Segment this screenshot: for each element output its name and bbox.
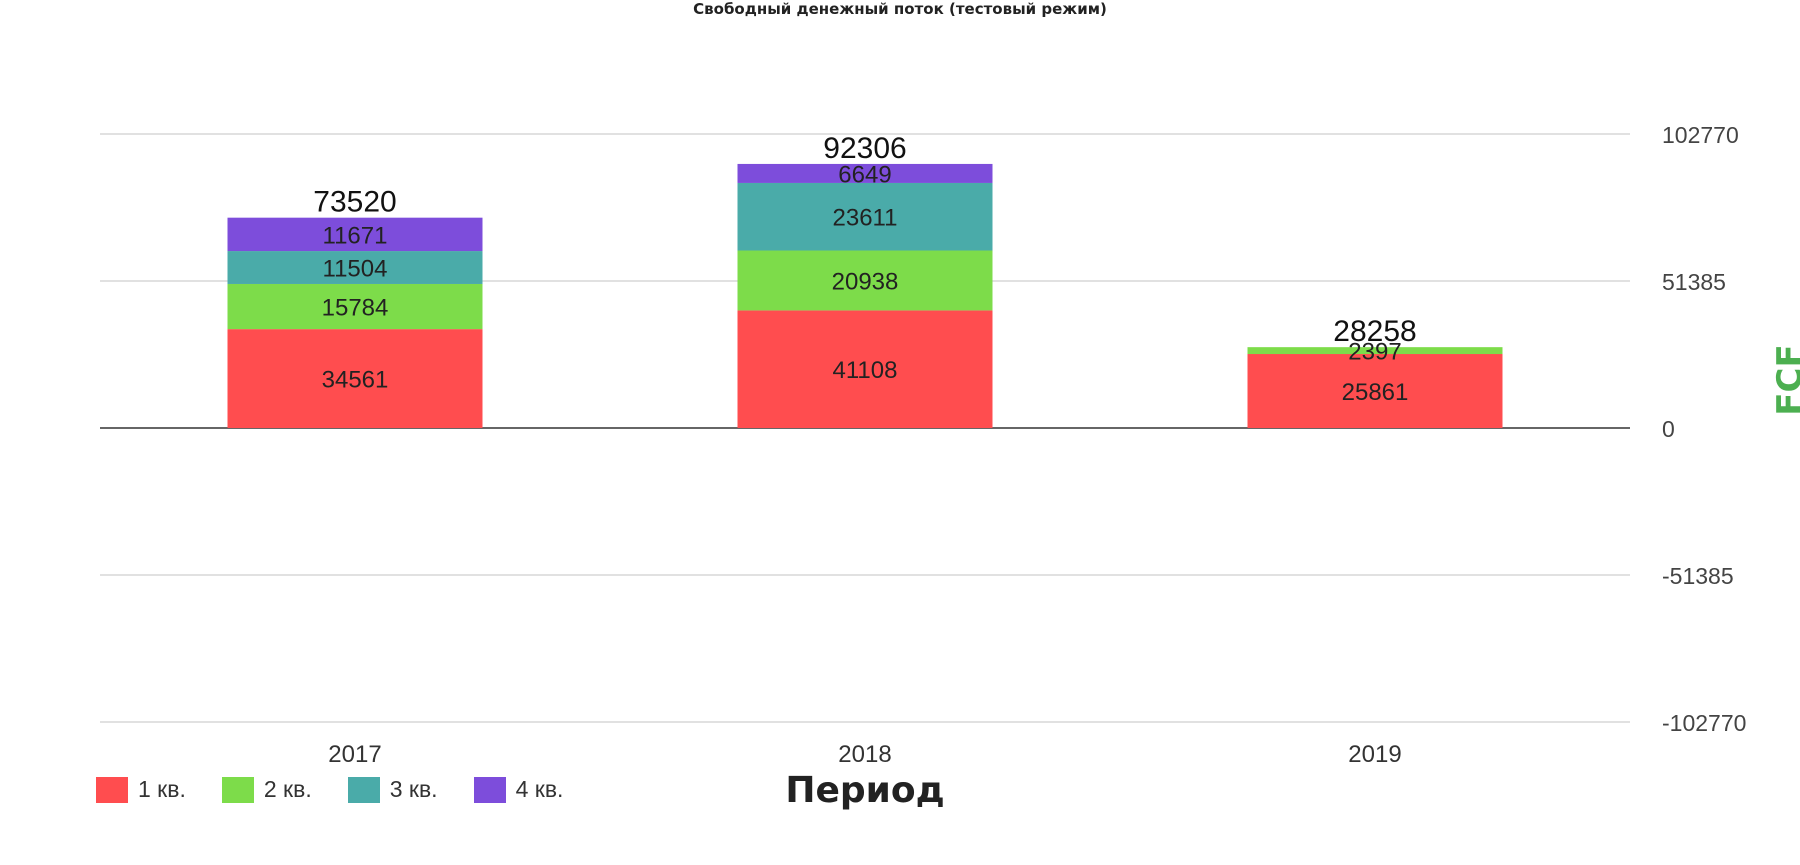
legend-swatch-q3	[347, 776, 380, 803]
bar-segment-label: 11504	[323, 256, 388, 283]
legend-item-q1[interactable]: 1 кв.	[96, 776, 186, 803]
x-tick-label: 2018	[838, 741, 891, 768]
bar-segment-label: 2397	[1348, 339, 1401, 366]
bar-segment	[737, 163, 993, 183]
bar-segment	[227, 283, 483, 330]
y-tick-label: 0	[1662, 416, 1675, 442]
bar-total-label: 73520	[313, 186, 396, 219]
legend-item-q4[interactable]: 4 кв.	[473, 776, 564, 803]
bar-segment-label: 41108	[833, 357, 898, 384]
bar-segment	[227, 329, 483, 428]
bar-segment	[1247, 347, 1503, 355]
y-axis-label: FCF	[1770, 344, 1800, 416]
x-tick-label: 2017	[328, 741, 381, 768]
y-tick-label: -102770	[1662, 710, 1746, 736]
bar-segment-label: 11671	[323, 222, 388, 249]
bar-segment-label: 6649	[838, 161, 891, 188]
bar-segment	[737, 310, 993, 428]
bar-total-label: 92306	[823, 132, 906, 165]
bar-segment	[227, 217, 483, 252]
legend-item-q2[interactable]: 2 кв.	[221, 776, 312, 803]
legend-label-q3: 3 кв.	[389, 776, 438, 802]
bar-segment-label: 20938	[832, 268, 899, 295]
y-tick-label: 51385	[1662, 269, 1726, 295]
x-tick-label: 2019	[1348, 741, 1401, 768]
bar-segment	[1247, 354, 1503, 428]
y-tick-label: -51385	[1662, 563, 1734, 589]
legend: 1 кв. 2 кв. 3 кв. 4 кв.	[96, 776, 563, 803]
bar-segment-label: 34561	[322, 367, 389, 394]
bar-segment	[737, 182, 993, 251]
bar-segment-label: 15784	[322, 295, 389, 322]
bar-segment	[227, 251, 483, 284]
legend-label-q1: 1 кв.	[138, 776, 186, 802]
bar-total-label: 28258	[1333, 315, 1416, 348]
x-axis-label: Период	[785, 770, 945, 811]
bar-segment	[737, 250, 993, 311]
legend-swatch-q4	[473, 776, 506, 803]
y-tick-label: 102770	[1662, 122, 1739, 148]
legend-swatch-q2	[221, 776, 254, 803]
chart-title: Свободный денежный поток (тестовый режим…	[693, 0, 1107, 18]
legend-item-q3[interactable]: 3 кв.	[347, 776, 438, 803]
legend-label-q2: 2 кв.	[263, 776, 312, 802]
bar-segment-label: 25861	[1342, 379, 1409, 406]
bar-segment-label: 23611	[833, 205, 898, 232]
legend-label-q4: 4 кв.	[515, 776, 564, 802]
legend-swatch-q1	[96, 776, 128, 803]
